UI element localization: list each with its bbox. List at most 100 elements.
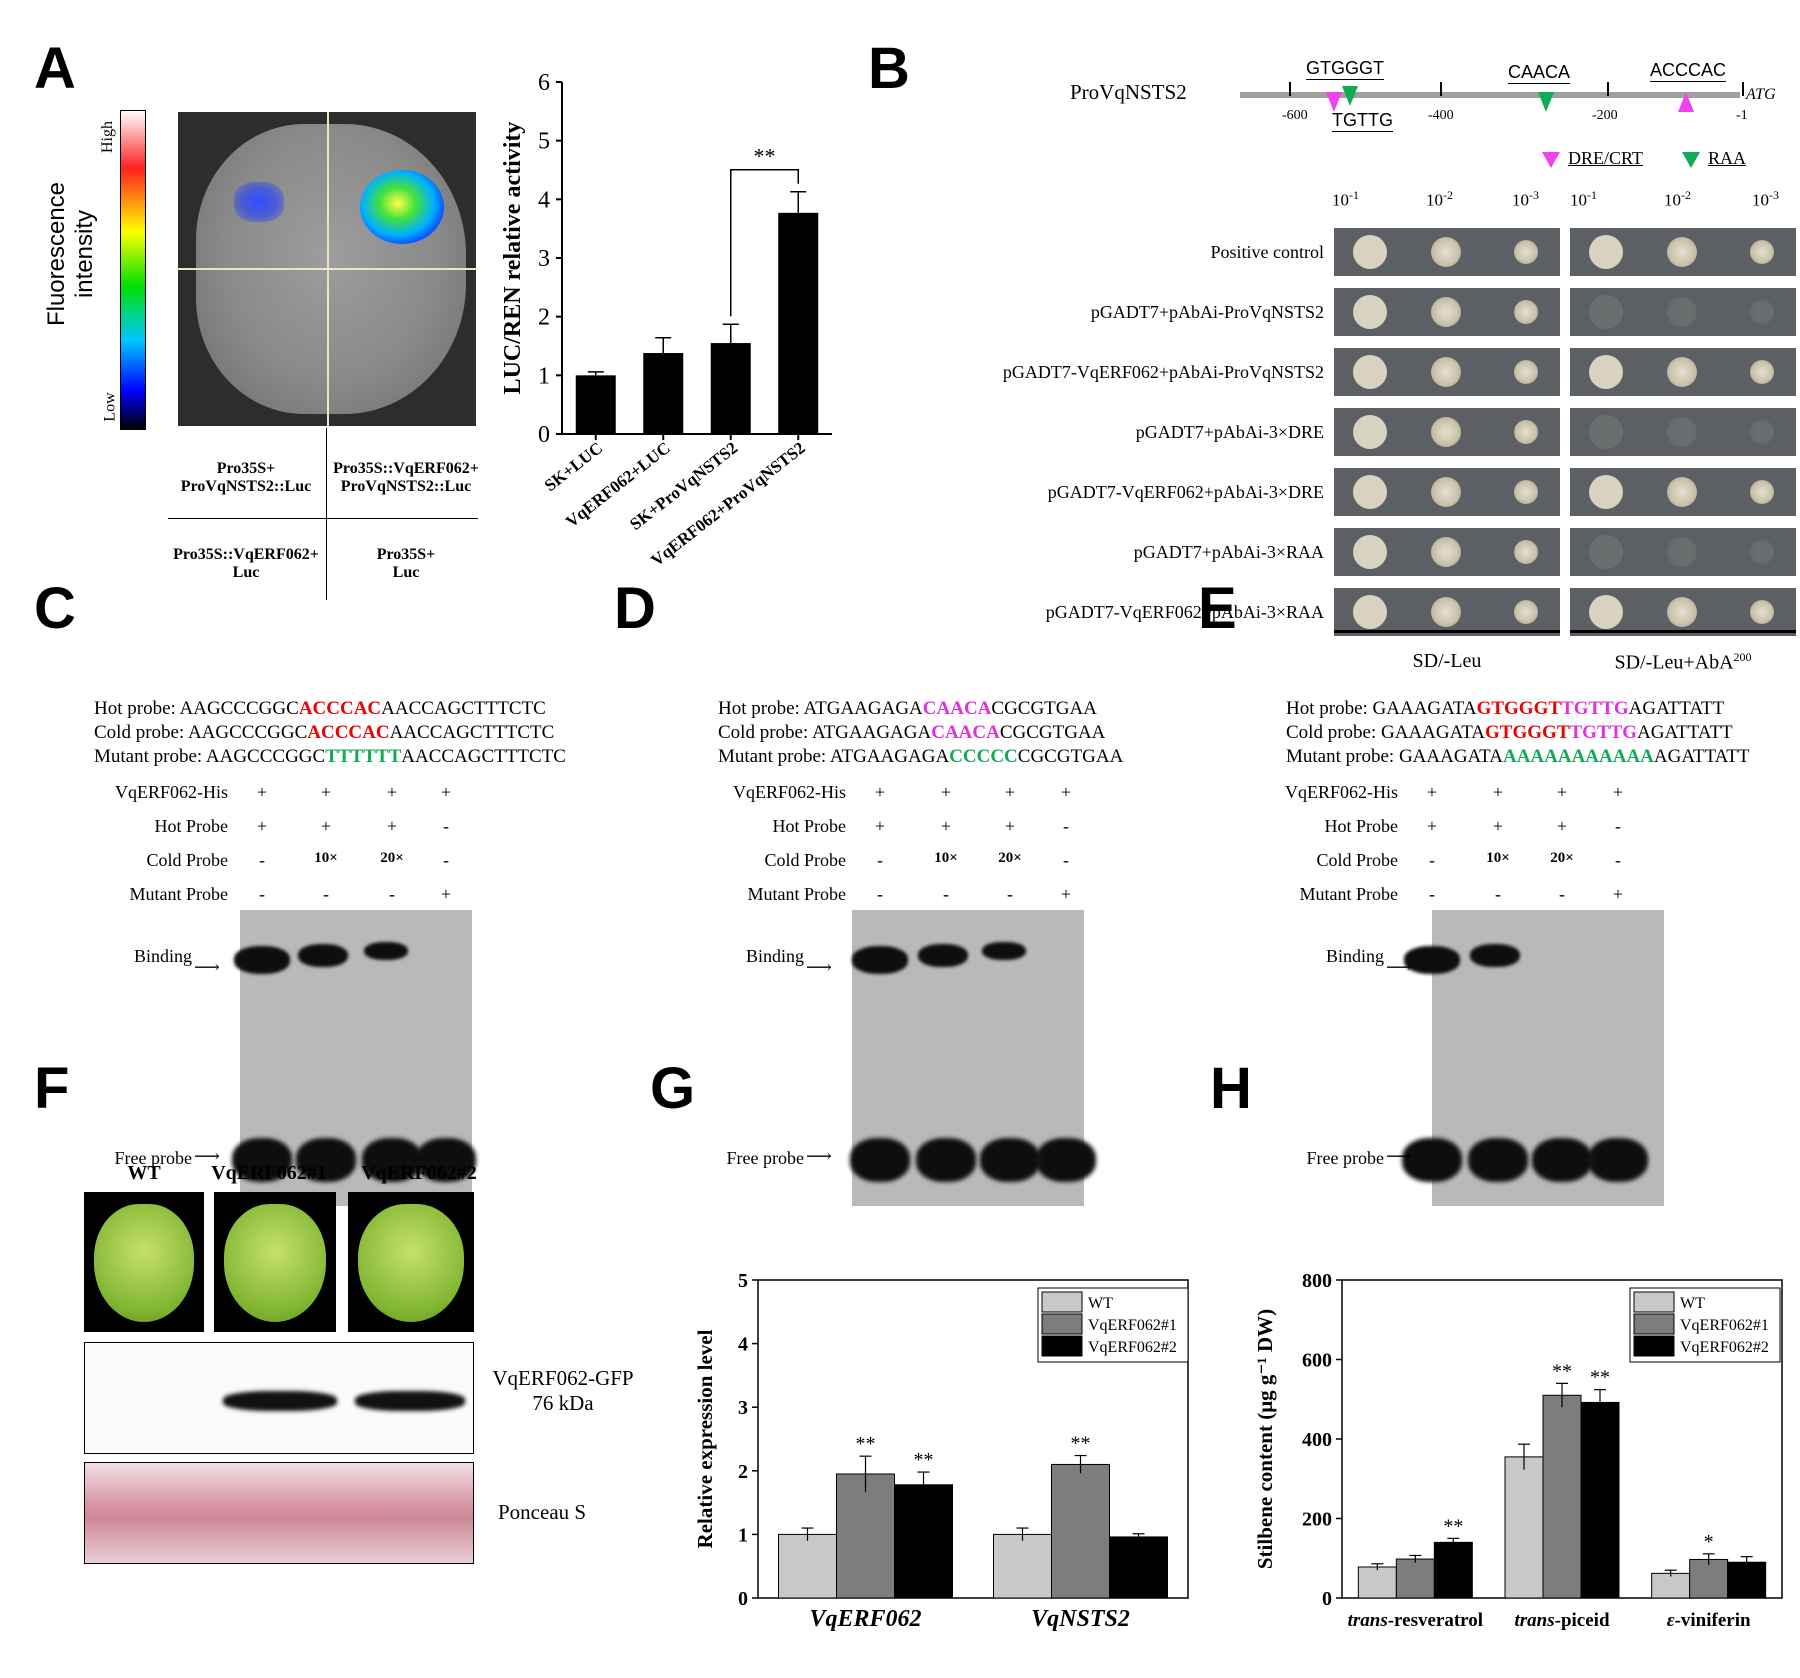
emsa-cell: + [1612,884,1624,904]
probe-prefix: Mutant probe: [718,746,830,767]
emsa-cell: - [259,850,265,870]
yeast-row-label: pGADT7-VqERF062+pAbAi-3×RAA [1045,602,1324,622]
dilution-exponent: -3 [1529,188,1539,202]
promoter-tick-600 [1289,82,1291,96]
promoter-tick-1 [1742,82,1744,96]
probe-sequence-cold: Cold probe: AAGCCCGGCACCCACAACCAGCTTTCTC [94,722,554,744]
quadrant-label-3: Pro35S::VqERF062+ Luc [173,546,319,581]
legend-label: VqERF062#2 [1088,1339,1177,1356]
promoter-line [1240,92,1740,98]
chart-stilbene-content: 0 200 400 600 800 Stilbene content (μg g⁻¹ DW… [1253,1270,1783,1631]
probe-prefix: Hot probe: [1286,698,1373,719]
emsa-cell: + [1004,816,1016,836]
binding-label: Binding [1325,946,1384,966]
free-probe-band [1402,1138,1462,1182]
colony-spot [1750,240,1774,264]
emsa-cell: 20× [1550,850,1574,866]
plate-sd-leu-aba [1570,408,1796,456]
bar [778,1533,837,1599]
bar [1109,1536,1168,1599]
emsa-cell: - [1615,816,1621,836]
leaf-photo-wt [84,1192,204,1332]
colony-spot [1353,415,1387,449]
free-probe-label: Free probe [114,1148,192,1168]
quadrant-grid-h [168,518,478,519]
probe-sequence-hot: Hot probe: ATGAAGAGACAACACGCGTGAA [718,698,1097,720]
quadrant-label-4: Pro35S+ Luc [376,546,436,581]
y-tick-label: 600 [1302,1350,1332,1372]
luc-signal-spot-strong [360,170,444,244]
colorbar-high: High [99,121,116,153]
panel-label-e: E [1198,576,1237,641]
probe-prefix: Mutant probe: [1286,746,1399,767]
y-tick-label: 4 [538,187,550,213]
emsa-row-label: Cold Probe [764,850,846,870]
western-blot [84,1342,474,1454]
plate-sd-leu-aba [1570,528,1796,576]
probe-seq-flank: AACCAGCTTTCTC [389,722,555,743]
line-label-1: VqERF062#1 [211,1162,327,1184]
emsa-cell: + [320,816,332,836]
emsa-cell: + [1426,782,1438,802]
y-tick-label: 0 [1322,1588,1332,1610]
legend-swatch [1633,1291,1675,1313]
legend-raa-icon [1682,152,1700,168]
y-axis-title: Stilbene content (μg g⁻¹ DW) [1253,1309,1277,1569]
quadrant-grid-v [326,428,327,600]
plate-sd-leu [1334,288,1560,336]
free-probe-arrow: ⟶ [194,1146,220,1166]
atg-label: ATG [1746,86,1776,103]
emsa-cell: + [874,816,886,836]
emsa-gel [232,910,476,1206]
significance-mark: ** [1071,1433,1091,1455]
probe-seq-flank: AACCAGCTTTCTC [401,746,566,767]
emsa-row-label: Mutant Probe [129,884,229,904]
emsa-row-label: Cold Probe [146,850,228,870]
emsa-cell: + [440,782,452,802]
position-400: -400 [1428,108,1454,123]
blot-label-name: VqERF062-GFP [492,1366,634,1390]
colony-spot [1667,537,1697,567]
binding-band [918,944,968,967]
free-probe-band [980,1138,1040,1182]
panel-label-b: B [868,36,910,101]
panel-label-g: G [650,1056,696,1121]
y-tick-label: 1 [538,363,550,389]
legend-label: VqERF062#1 [1680,1317,1769,1334]
ponceau-stain [84,1462,474,1564]
emsa-cell: - [943,884,949,904]
probe-seq-flank: CGCGTGAA [999,722,1106,743]
dilution-header: 10-2 [1426,188,1453,211]
position-600: -600 [1282,108,1308,123]
dilution-base: 10 [1752,190,1769,210]
binding-label: Binding [133,946,192,966]
media-right-sup: 200 [1733,650,1752,664]
motif-gtgggt: GTGGGT [1306,58,1384,80]
dilution-header: 10-2 [1664,188,1691,211]
significance-mark: * [1704,1531,1714,1553]
probe-seq-flank: AAGCCCGGC [205,746,326,767]
yeast-row-label: pGADT7+pAbAi-ProVqNSTS2 [1090,302,1324,322]
raa-marker-2 [1538,92,1554,112]
colony-spot [1667,417,1697,447]
legend-label: WT [1680,1295,1705,1312]
probe-sequence-hot: Hot probe: AAGCCCGGCACCCACAACCAGCTTTCTC [94,698,546,720]
colony-spot [1589,475,1623,509]
colony-spot [1514,540,1538,564]
dilution-exponent: -3 [1769,188,1779,202]
binding-band [982,942,1026,960]
y-tick-label: 2 [538,305,550,331]
colony-spot [1514,360,1538,384]
probe-seq-flank: AGATTATT [1628,698,1725,719]
colony-spot [1514,240,1538,264]
blot-label: VqERF062-GFP 76 kDa [478,1366,648,1416]
quadrant-label-1: Pro35S+ ProVqNSTS2::Luc [180,460,312,495]
emsa-cell: - [1063,850,1069,870]
probe-seq-core: CAACA [922,698,992,719]
emsa-cell: 20× [380,850,404,866]
legend-label: VqERF062#2 [1680,1339,1769,1356]
emsa-row-label: VqERF062-His [114,782,228,802]
plate-sd-leu-aba [1570,348,1796,396]
luc-signal-spot-weak [234,182,284,222]
plot-frame [757,1279,1189,1599]
